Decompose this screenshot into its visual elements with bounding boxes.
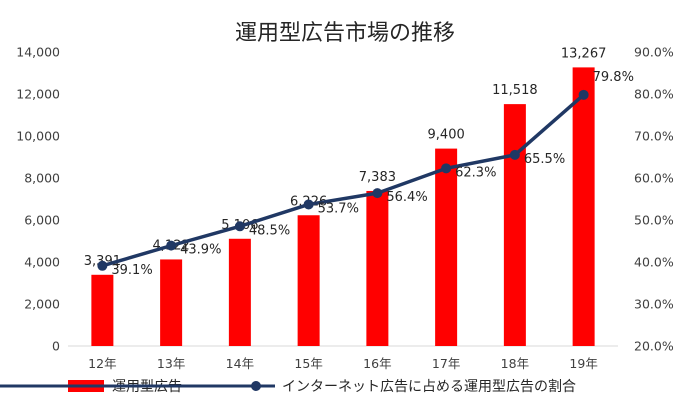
line-data-label: 48.5% <box>249 223 290 238</box>
line-series <box>97 89 589 271</box>
x-tick-label: 17年 <box>432 356 460 371</box>
right-tick-label: 80.0% <box>634 87 674 102</box>
left-tick-label: 8,000 <box>24 171 60 186</box>
line-point <box>509 149 520 160</box>
left-tick-label: 0 <box>52 339 60 354</box>
right-tick-label: 30.0% <box>634 297 674 312</box>
legend-line-marker <box>251 381 261 391</box>
legend-line-label: インターネット広告に占める運用型広告の割合 <box>282 378 576 395</box>
left-tick-label: 6,000 <box>24 213 60 228</box>
line-path <box>101 93 585 268</box>
chart-title: 運用型広告市場の推移 <box>235 21 455 46</box>
left-tick-label: 2,000 <box>24 297 60 312</box>
line-point <box>303 199 314 210</box>
left-tick-label: 14,000 <box>16 45 60 60</box>
line-data-labels: 39.1% 43.9% 48.5% 53.7% 56.4% 62.3% 65.5% 79.8% <box>111 70 634 278</box>
bar <box>228 238 251 346</box>
x-tick-label: 19年 <box>569 356 597 371</box>
right-tick-label: 50.0% <box>634 213 674 228</box>
right-tick-label: 90.0% <box>634 45 674 60</box>
bar <box>160 259 183 346</box>
line-point <box>441 163 452 174</box>
x-tick-label: 13年 <box>157 356 185 371</box>
line-point <box>578 89 589 100</box>
left-tick-label: 12,000 <box>16 87 60 102</box>
bar <box>435 148 458 346</box>
bar <box>297 215 320 346</box>
left-tick-label: 4,000 <box>24 255 60 270</box>
bar <box>503 104 526 346</box>
x-tick-label: 18年 <box>501 356 529 371</box>
bar-data-label: 13,267 <box>561 46 607 61</box>
line-data-label: 56.4% <box>386 190 427 205</box>
x-tick-label: 16年 <box>363 356 391 371</box>
left-tick-label: 10,000 <box>16 129 60 144</box>
bar-series <box>91 67 595 346</box>
bar-data-labels: 3,3914,1225,1066,2267,3839,40011,51813,2… <box>84 46 607 268</box>
right-tick-label: 40.0% <box>634 255 674 270</box>
line-point <box>372 188 383 199</box>
right-tick-label: 60.0% <box>634 171 674 186</box>
x-tick-label: 15年 <box>294 356 322 371</box>
right-axis: 20.0% 30.0% 40.0% 50.0% 60.0% 70.0% 80.0% 90.0% <box>634 45 674 354</box>
line-data-label: 62.3% <box>455 165 496 180</box>
x-axis: 12年 13年 14年 15年 16年 17年 18年 19年 <box>68 345 618 371</box>
line-data-label: 65.5% <box>524 152 565 167</box>
line-data-label: 39.1% <box>111 263 152 278</box>
line-data-label: 53.7% <box>318 201 359 216</box>
bar-data-label: 11,518 <box>492 83 538 98</box>
right-tick-label: 70.0% <box>634 129 674 144</box>
line-data-label: 79.8% <box>593 70 634 85</box>
bar <box>91 274 114 346</box>
bar <box>572 67 595 346</box>
bar-data-label: 9,400 <box>428 128 465 143</box>
bar-data-label: 7,383 <box>359 170 396 185</box>
x-tick-label: 12年 <box>88 356 116 371</box>
right-tick-label: 20.0% <box>634 339 674 354</box>
line-point <box>234 221 245 232</box>
bar <box>366 190 389 346</box>
line-point <box>166 240 177 251</box>
line-data-label: 43.9% <box>180 243 221 258</box>
x-tick-label: 14年 <box>226 356 254 371</box>
left-axis: 0 2,000 4,000 6,000 8,000 10,000 12,000 14,000 <box>16 45 60 354</box>
line-point <box>97 260 108 271</box>
legend: 運用型広告 インターネット広告に占める運用型広告の割合 <box>0 378 576 395</box>
